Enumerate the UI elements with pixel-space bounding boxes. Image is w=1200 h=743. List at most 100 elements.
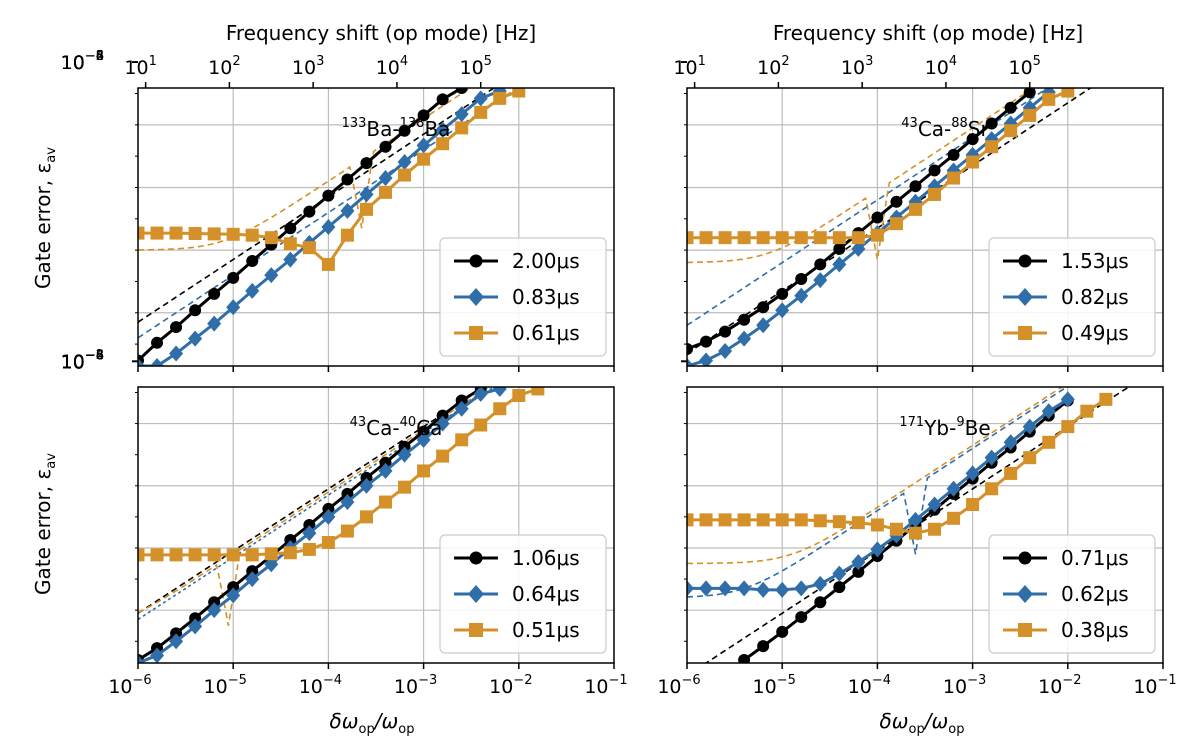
data-point-circle	[833, 242, 846, 255]
data-point-diamond	[169, 633, 184, 650]
data-point-diamond	[718, 343, 733, 360]
data-point-square	[718, 231, 732, 245]
data-point-circle	[719, 325, 732, 338]
top-tick-label: 102	[757, 54, 789, 79]
data-point-circle	[246, 254, 259, 267]
data-point-circle	[966, 133, 979, 146]
data-point-circle	[1004, 101, 1017, 114]
data-point-diamond	[687, 580, 694, 597]
data-point-diamond	[492, 387, 507, 397]
legend-label: 2.00μs	[512, 249, 580, 273]
x-label-sep: /ω	[923, 709, 949, 733]
legend-label: 0.71μs	[1061, 546, 1129, 570]
data-point-circle	[322, 189, 335, 202]
data-point-circle	[208, 287, 221, 300]
data-point-diamond	[473, 387, 488, 402]
top-ticks: 101 102 103 104 105	[673, 54, 1041, 88]
legend-label: 1.53μs	[1061, 249, 1129, 273]
top-tick-label: 104	[925, 54, 957, 79]
x-tick-label: 10−5	[204, 673, 247, 698]
y-ticks: 10−210−410−610−8	[61, 348, 138, 642]
data-point-square	[417, 152, 431, 166]
data-point-square	[474, 105, 488, 119]
data-point-circle	[776, 287, 789, 300]
x-ticks	[686, 366, 1164, 372]
x-tick-label: 10−1	[1133, 673, 1176, 698]
legend: 1.06μs 0.64μs 0.51μs	[439, 534, 607, 654]
data-point-square	[908, 526, 922, 540]
data-point-square	[1042, 435, 1056, 449]
data-point-circle	[189, 304, 202, 317]
data-series	[687, 88, 1075, 366]
legend: 0.71μs 0.62μs 0.38μs	[988, 534, 1156, 654]
data-point-diamond	[699, 580, 714, 597]
y-tick-label: 10−8	[61, 49, 104, 74]
reference-curves	[138, 387, 496, 626]
data-point-circle	[700, 335, 713, 348]
data-point-diamond	[687, 358, 694, 366]
y-label-sub: av	[44, 453, 59, 469]
y-ticks: 10−210−410−610−8	[61, 49, 138, 345]
x-tick-label: 10−2	[489, 673, 532, 698]
legend: 1.53μs 0.82μs 0.49μs	[988, 237, 1156, 357]
data-point-diamond	[1041, 403, 1056, 420]
data-point-diamond	[416, 137, 431, 154]
ion-mass-number: 9	[956, 415, 964, 430]
data-point-square	[302, 542, 316, 556]
x-tick-label: 10−4	[299, 673, 342, 698]
panel-ion-label: 43Ca-88Sr	[901, 116, 989, 141]
data-point-square	[1042, 92, 1056, 106]
data-point-diamond	[340, 202, 355, 219]
data-point-circle	[341, 173, 354, 186]
x-label-sub1: op	[359, 722, 375, 737]
ion-mass-number: 171	[899, 415, 924, 430]
legend: 2.00μs 0.83μs 0.61μs	[439, 237, 607, 357]
data-point-diamond	[321, 508, 336, 525]
y-axis-label-bottom: Gate error, εav	[31, 453, 59, 595]
data-point-circle	[814, 596, 827, 609]
data-series	[138, 88, 526, 366]
legend-marker-circle	[469, 254, 483, 268]
data-point-square	[832, 515, 846, 529]
data-point-diamond	[150, 647, 165, 663]
data-point-circle	[890, 195, 903, 208]
data-point-diamond	[245, 571, 260, 588]
x-label-sub2: op	[948, 722, 964, 737]
reference-curve-blue	[687, 88, 1050, 326]
data-point-circle	[757, 640, 770, 653]
data-point-square	[1080, 404, 1094, 418]
axes-frame	[137, 386, 615, 664]
x-label-sub1: op	[909, 722, 925, 737]
data-point-square	[283, 237, 297, 251]
data-series	[138, 387, 545, 663]
data-point-diamond	[1003, 434, 1018, 451]
x-label-main: δω	[880, 709, 909, 733]
data-point-square	[851, 231, 865, 245]
y-ticks	[681, 61, 687, 345]
legend-label: 0.49μs	[1061, 321, 1129, 345]
data-point-circle	[417, 425, 430, 438]
data-point-diamond	[138, 358, 145, 366]
data-point-circle	[151, 336, 164, 349]
data-point-circle	[833, 581, 846, 594]
data-point-diamond	[359, 477, 374, 494]
data-series	[687, 391, 1113, 663]
data-point-square	[169, 548, 183, 562]
legend-label: 0.38μs	[1061, 618, 1129, 642]
data-point-circle	[814, 258, 827, 271]
data-point-square	[1061, 88, 1075, 98]
data-point-diamond	[283, 251, 298, 268]
data-point-square	[359, 510, 373, 524]
top-tick-label: 104	[376, 54, 408, 79]
data-point-circle	[871, 211, 884, 224]
data-point-square	[756, 231, 770, 245]
data-point-square	[188, 226, 202, 240]
legend-label: 0.51μs	[512, 618, 580, 642]
legend-marker-diamond	[1017, 288, 1033, 306]
top-tick-label: 102	[208, 54, 240, 79]
data-point-square	[436, 449, 450, 463]
data-point-diamond	[737, 330, 752, 347]
data-point-square	[150, 226, 164, 240]
data-point-square	[455, 121, 469, 135]
data-point-square	[947, 171, 961, 185]
